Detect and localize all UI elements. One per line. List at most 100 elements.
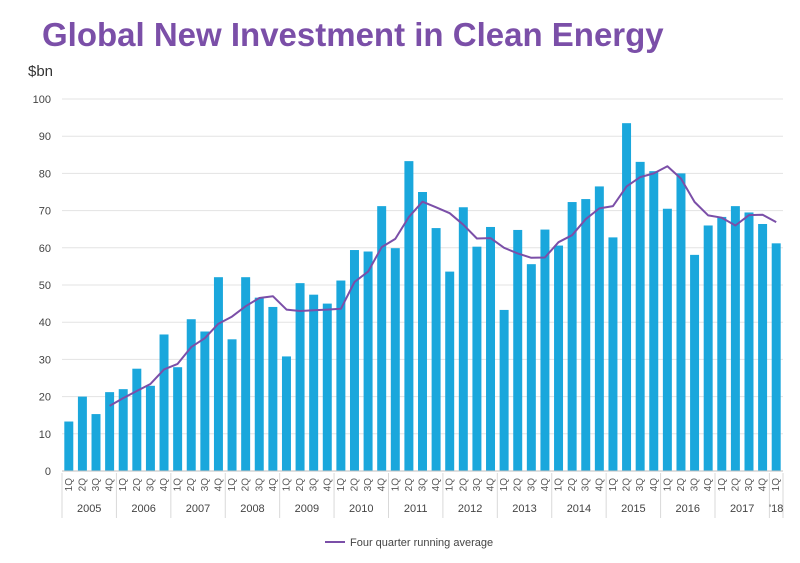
x-tick-label: 4Q [377,478,388,492]
y-tick-label: 40 [39,317,51,329]
bar [540,229,550,471]
x-tick-label: 1Q [118,478,129,492]
bar [418,192,427,471]
bar [458,207,468,471]
year-label: 2007 [186,503,210,515]
x-tick-label: 4Q [159,478,170,492]
y-tick-label: 100 [33,94,51,106]
year-label: 2008 [240,503,264,515]
bar [322,303,332,471]
year-label: 2016 [676,503,700,515]
year-label: 2006 [131,503,155,515]
bar [676,173,686,471]
y-tick-label: 30 [39,354,51,366]
bar [200,331,210,471]
x-tick-label: 1Q [717,478,728,492]
x-tick-label: 1Q [390,478,401,492]
bar [649,171,659,471]
bar [486,226,496,471]
x-tick-label: 3Q [744,478,755,492]
x-tick-label: 4Q [322,478,333,492]
bar [254,297,264,471]
x-tick-label: 2Q [730,478,741,492]
x-tick-label: 1Q [336,478,347,492]
chart-title: Global New Investment in Clean Energy [42,16,664,53]
x-tick-label: 3Q [690,478,701,492]
x-tick-label: 1Q [281,478,292,492]
x-tick-label: 3Q [363,478,374,492]
bar [513,229,523,471]
x-tick-label: 3Q [309,478,320,492]
year-label: 2011 [404,503,428,515]
x-tick-label: 3Q [418,478,429,492]
bar [77,396,87,471]
bar [717,216,727,471]
year-label: 2017 [730,503,754,515]
bar [608,237,618,471]
y-tick-label: 60 [39,243,51,255]
x-tick-label: 2Q [349,478,360,492]
y-tick-label: 10 [39,429,51,441]
bar [281,356,291,471]
bar [472,246,482,471]
bar [295,283,305,471]
year-label: 2015 [621,503,645,515]
bar [594,186,604,472]
x-tick-label: 1Q [173,478,184,492]
x-tick-label: 3Q [635,478,646,492]
bar [64,421,74,471]
year-label: 2010 [349,503,373,515]
x-tick-label: 2Q [77,478,88,492]
bar [132,368,142,471]
bar [241,277,251,471]
x-tick-label: 4Q [105,478,116,492]
bar [635,161,645,472]
x-tick-label: 2Q [622,478,633,492]
bar [758,223,768,471]
bar [445,271,455,471]
x-tick-label: 1Q [499,478,510,492]
bar [173,367,183,471]
y-tick-label: 80 [39,168,51,180]
x-tick-label: 2Q [567,478,578,492]
year-label: 2009 [295,503,319,515]
bar [159,334,169,471]
bar [404,161,414,471]
x-tick-label: 1Q [771,478,782,492]
bar [349,250,359,471]
bar [377,206,387,472]
bar [336,280,346,471]
year-label: 2013 [512,503,536,515]
bar [744,212,754,471]
x-tick-label: 2Q [132,478,143,492]
bar [227,339,237,471]
y-tick-label: 70 [39,206,51,218]
bar [213,277,223,471]
x-tick-label: 3Q [472,478,483,492]
bar [771,243,781,471]
year-label: '18 [769,503,783,515]
bar [581,199,591,471]
bar [309,294,319,471]
x-tick-label: 2Q [404,478,415,492]
x-tick-label: 4Q [594,478,605,492]
legend-label: Four quarter running average [350,537,493,549]
y-tick-label: 20 [39,392,51,404]
bar [186,319,196,471]
bar [145,385,155,471]
x-tick-label: 3Q [581,478,592,492]
y-axis-unit-label: $bn [28,63,54,80]
bar [118,389,128,471]
year-label: 2014 [567,503,591,515]
bar [662,208,672,472]
bar [431,228,441,471]
x-tick-label: 1Q [608,478,619,492]
bar [526,264,536,471]
x-tick-label: 3Q [254,478,265,492]
legend[interactable]: Four quarter running average [325,537,493,549]
bar-series [64,123,781,472]
bar [105,392,115,471]
x-tick-label: 4Q [758,478,769,492]
x-tick-label: 2Q [241,478,252,492]
